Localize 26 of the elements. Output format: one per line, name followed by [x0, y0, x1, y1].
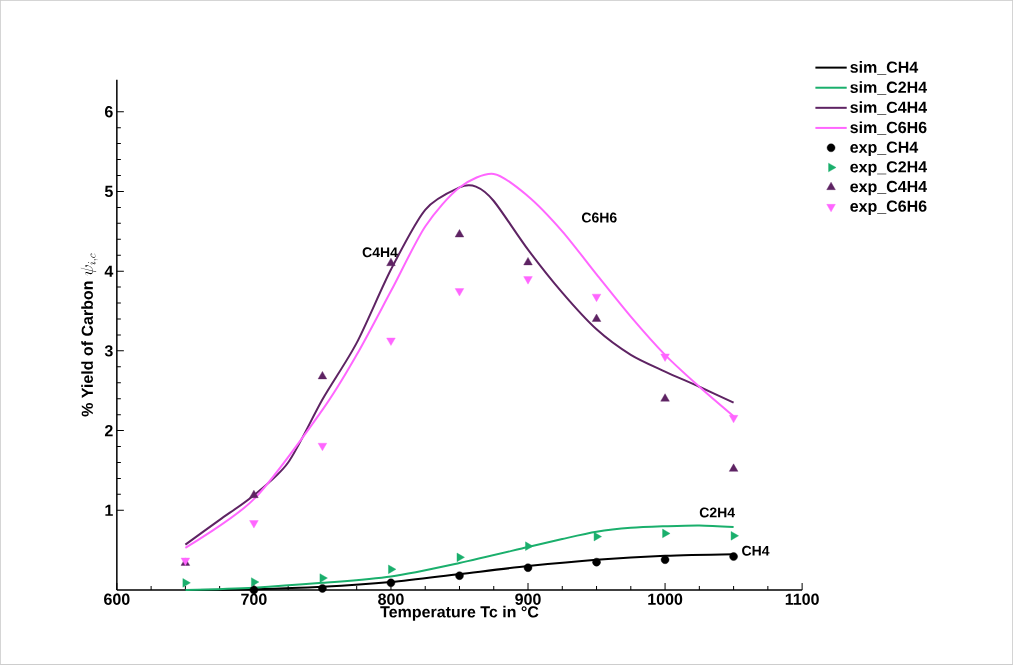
y-tick-label: 3 — [104, 345, 113, 357]
y-tick-label: 1 — [105, 504, 113, 516]
x-tick-label: 1000 — [648, 593, 683, 605]
legend-label: exp_C6H6 — [850, 200, 927, 216]
y-tick-label: 4 — [104, 265, 114, 277]
legend-label: exp_C4H4 — [850, 180, 928, 196]
y-tick-label: 5 — [104, 185, 113, 198]
legend-label: sim_C6H6 — [850, 121, 927, 135]
x-axis-title: Temperature Tc in °C — [380, 605, 539, 621]
legend-label: exp_CH4 — [850, 141, 919, 157]
legend-label: exp_C2H4 — [850, 161, 928, 176]
x-tick-label: 600 — [104, 593, 130, 605]
x-tick-label: 900 — [515, 593, 541, 605]
legend-label: sim_C2H4 — [850, 81, 928, 95]
annotation: C6H6 — [581, 212, 617, 223]
annotation: C4H4 — [362, 247, 398, 258]
y-tick-label: 6 — [104, 106, 113, 118]
x-tick-label: 700 — [241, 593, 267, 605]
legend-label: sim_C4H4 — [850, 101, 928, 115]
y-tick-label: 2 — [104, 425, 113, 437]
x-tick-label: 1100 — [785, 593, 819, 605]
annotation: CH4 — [742, 545, 770, 556]
legend-label: sim_CH4 — [850, 61, 919, 75]
annotation: C2H4 — [699, 507, 735, 518]
y-axis-title: $\textbf{\% Yield of Carbon }\psi_{i, c}$ — [80, 253, 98, 417]
x-tick-label: 800 — [378, 593, 404, 605]
